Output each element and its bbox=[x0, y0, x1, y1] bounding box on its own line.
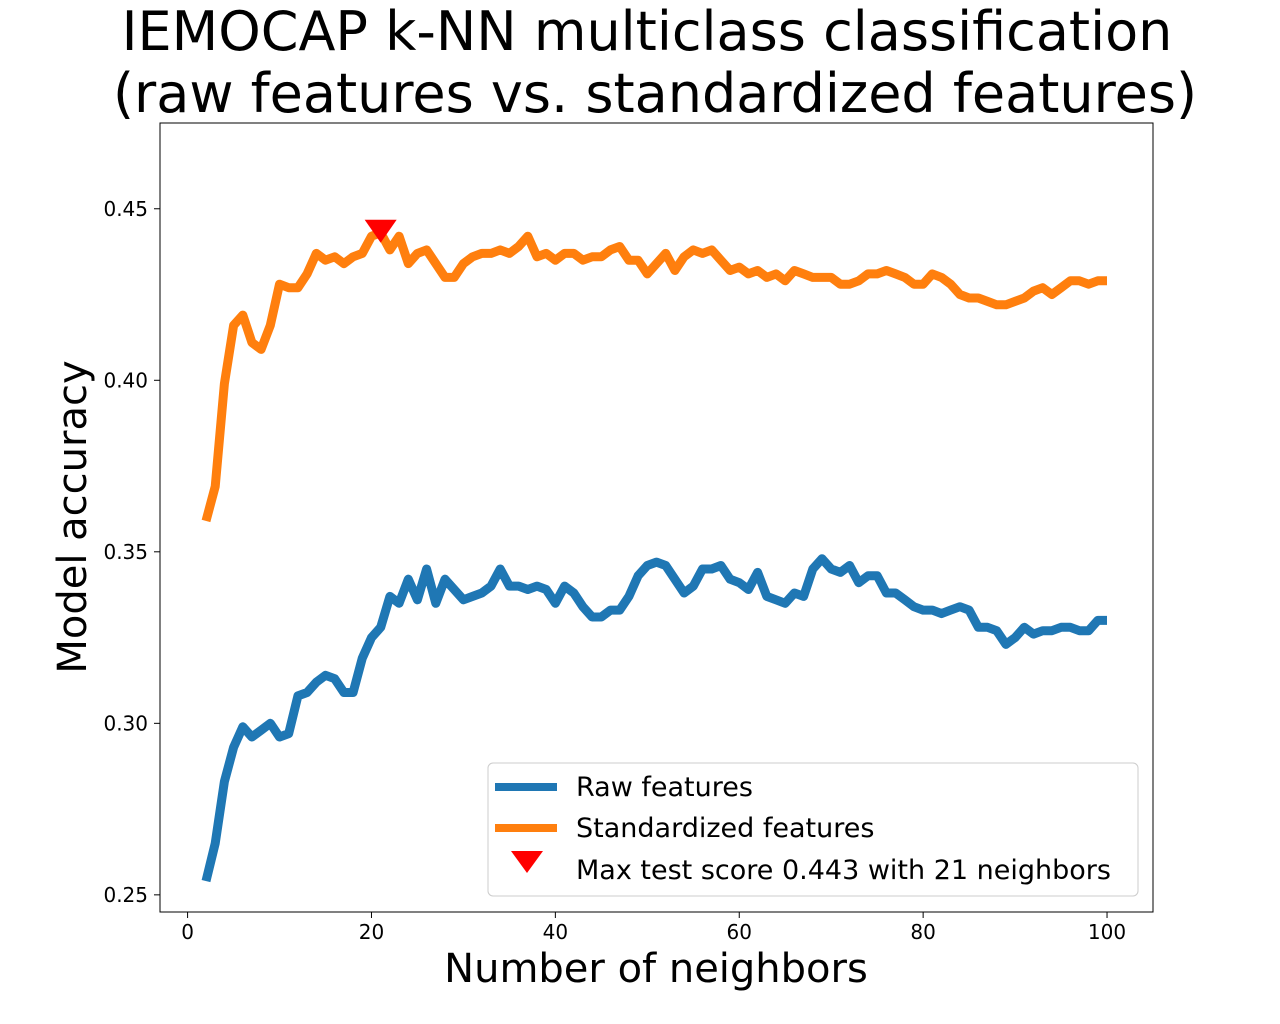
y-axis-label: Model accuracy bbox=[50, 360, 96, 673]
plot-frame bbox=[159, 122, 1154, 913]
x-tick-label: 20 bbox=[359, 920, 384, 944]
legend: Raw features Standardized features Max t… bbox=[487, 762, 1139, 897]
x-tick-label: 40 bbox=[543, 920, 568, 944]
legend-label-raw: Raw features bbox=[576, 772, 753, 803]
y-tick-label: 0.25 bbox=[103, 883, 148, 907]
legend-swatch-max-marker bbox=[511, 851, 543, 873]
x-axis-label: Number of neighbors bbox=[444, 946, 868, 992]
y-tick-label: 0.40 bbox=[103, 368, 148, 392]
legend-frame bbox=[487, 762, 1139, 897]
series-line-standardized bbox=[201, 228, 1107, 523]
max-score-marker bbox=[364, 219, 397, 243]
chart-title-line1: IEMOCAP k-NN multiclass classification bbox=[122, 0, 1173, 63]
x-tick-label: 0 bbox=[181, 920, 194, 944]
plot-area: 0 20 40 60 80 100 0.25 0.30 0.35 0.40 0.45 bbox=[103, 122, 1154, 944]
x-tick-label: 80 bbox=[910, 920, 935, 944]
x-tick-label: 60 bbox=[727, 920, 752, 944]
y-tick-label: 0.45 bbox=[103, 197, 148, 221]
y-tick-label: 0.30 bbox=[103, 711, 148, 735]
x-tick-label: 100 bbox=[1088, 920, 1126, 944]
legend-label-standardized: Standardized features bbox=[576, 813, 874, 844]
chart-title-line2: (raw features vs. standardized features) bbox=[113, 62, 1197, 125]
y-tick-label: 0.35 bbox=[103, 540, 148, 564]
series-line-raw bbox=[201, 554, 1107, 883]
legend-label-max-marker: Max test score 0.443 with 21 neighbors bbox=[576, 855, 1111, 886]
